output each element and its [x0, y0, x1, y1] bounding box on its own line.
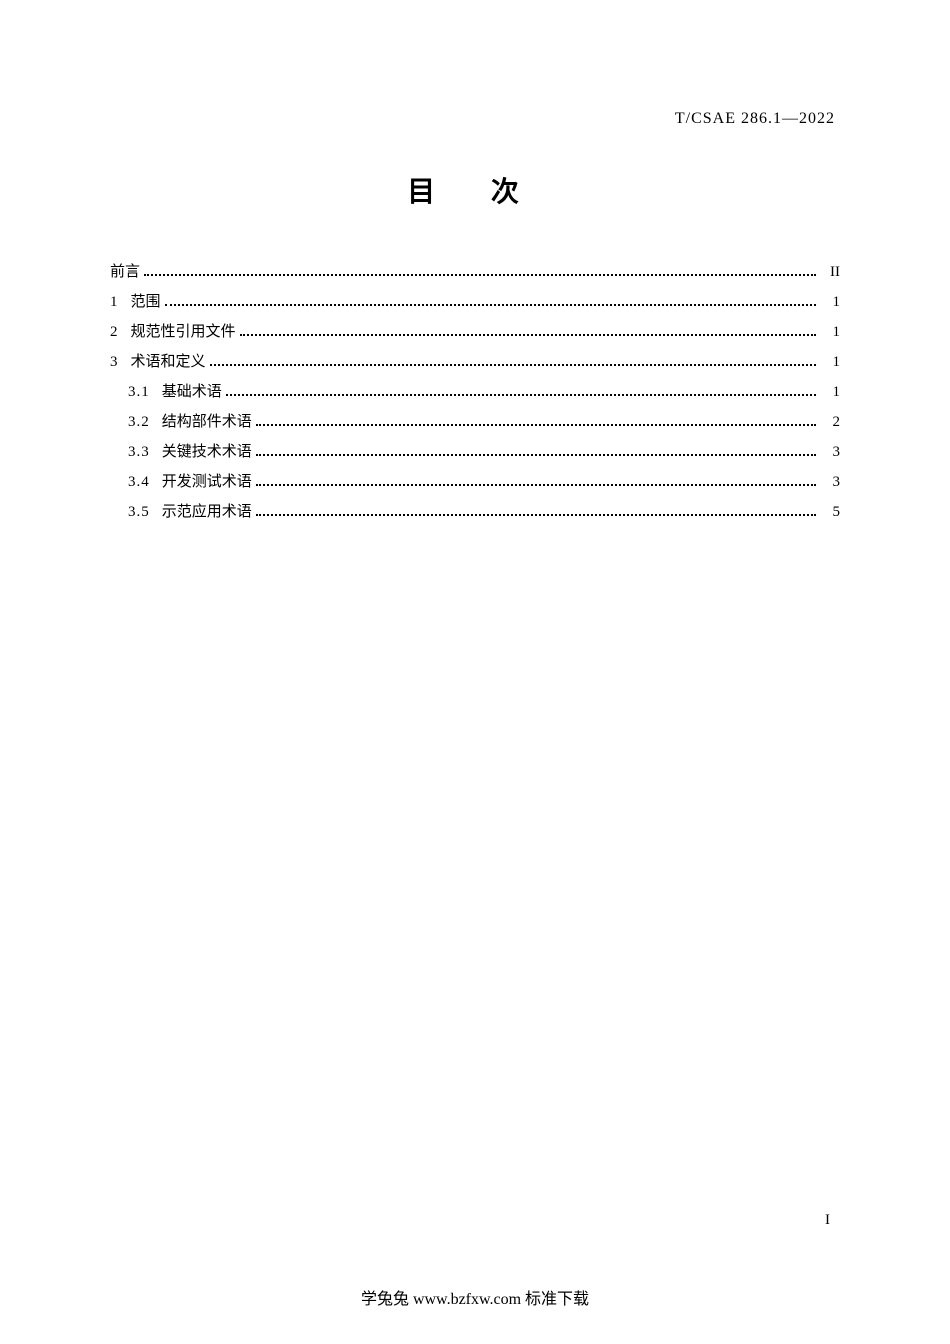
toc-dots — [256, 514, 816, 516]
toc-number: 3 — [110, 350, 119, 374]
toc-dots — [165, 304, 816, 306]
toc-dots — [256, 484, 816, 486]
toc-number: 3.5 — [128, 500, 150, 524]
toc-dots — [226, 394, 816, 396]
toc-label: 规范性引用文件 — [131, 320, 236, 344]
toc-page: 3 — [820, 470, 840, 494]
toc-number: 3.2 — [128, 410, 150, 434]
toc-label: 开发测试术语 — [162, 470, 252, 494]
toc-title: 目 次 — [110, 170, 840, 210]
toc-number: 3.3 — [128, 440, 150, 464]
toc-page: 1 — [820, 290, 840, 314]
toc-label: 术语和定义 — [131, 350, 206, 374]
toc-dots — [144, 274, 816, 276]
toc-label: 前言 — [110, 260, 140, 284]
toc-number: 2 — [110, 320, 119, 344]
toc-page: 1 — [820, 380, 840, 404]
toc-number: 3.1 — [128, 380, 150, 404]
toc-page: 5 — [820, 500, 840, 524]
toc-label: 结构部件术语 — [162, 410, 252, 434]
toc-dots — [256, 454, 816, 456]
toc-entry: 2 规范性引用文件 1 — [110, 320, 840, 344]
toc-dots — [256, 424, 816, 426]
toc-label: 关键技术术语 — [162, 440, 252, 464]
toc-entry: 3.5 示范应用术语 5 — [110, 500, 840, 524]
toc-page: 2 — [820, 410, 840, 434]
toc-entry: 3.1 基础术语 1 — [110, 380, 840, 404]
toc-page: 3 — [820, 440, 840, 464]
toc-label: 示范应用术语 — [162, 500, 252, 524]
toc-page: II — [820, 260, 840, 284]
toc-dots — [210, 364, 816, 366]
toc-entry: 3 术语和定义 1 — [110, 350, 840, 374]
toc-page: 1 — [820, 320, 840, 344]
toc-entry: 3.3 关键技术术语 3 — [110, 440, 840, 464]
document-code: T/CSAE 286.1—2022 — [675, 110, 835, 128]
toc-page: 1 — [820, 350, 840, 374]
toc-label: 范围 — [131, 290, 161, 314]
toc-number: 3.4 — [128, 470, 150, 494]
toc-entry: 3.2 结构部件术语 2 — [110, 410, 840, 434]
toc-number: 1 — [110, 290, 119, 314]
toc-entry: 1 范围 1 — [110, 290, 840, 314]
toc-entry: 前言 II — [110, 260, 840, 284]
footer-text: 学兔兔 www.bzfxw.com 标准下载 — [0, 1285, 950, 1309]
toc-label: 基础术语 — [162, 380, 222, 404]
toc-dots — [240, 334, 816, 336]
table-of-contents: 前言 II 1 范围 1 2 规范性引用文件 1 3 术语和定义 1 3.1 基… — [110, 260, 840, 524]
page-number: I — [825, 1212, 830, 1229]
toc-entry: 3.4 开发测试术语 3 — [110, 470, 840, 494]
